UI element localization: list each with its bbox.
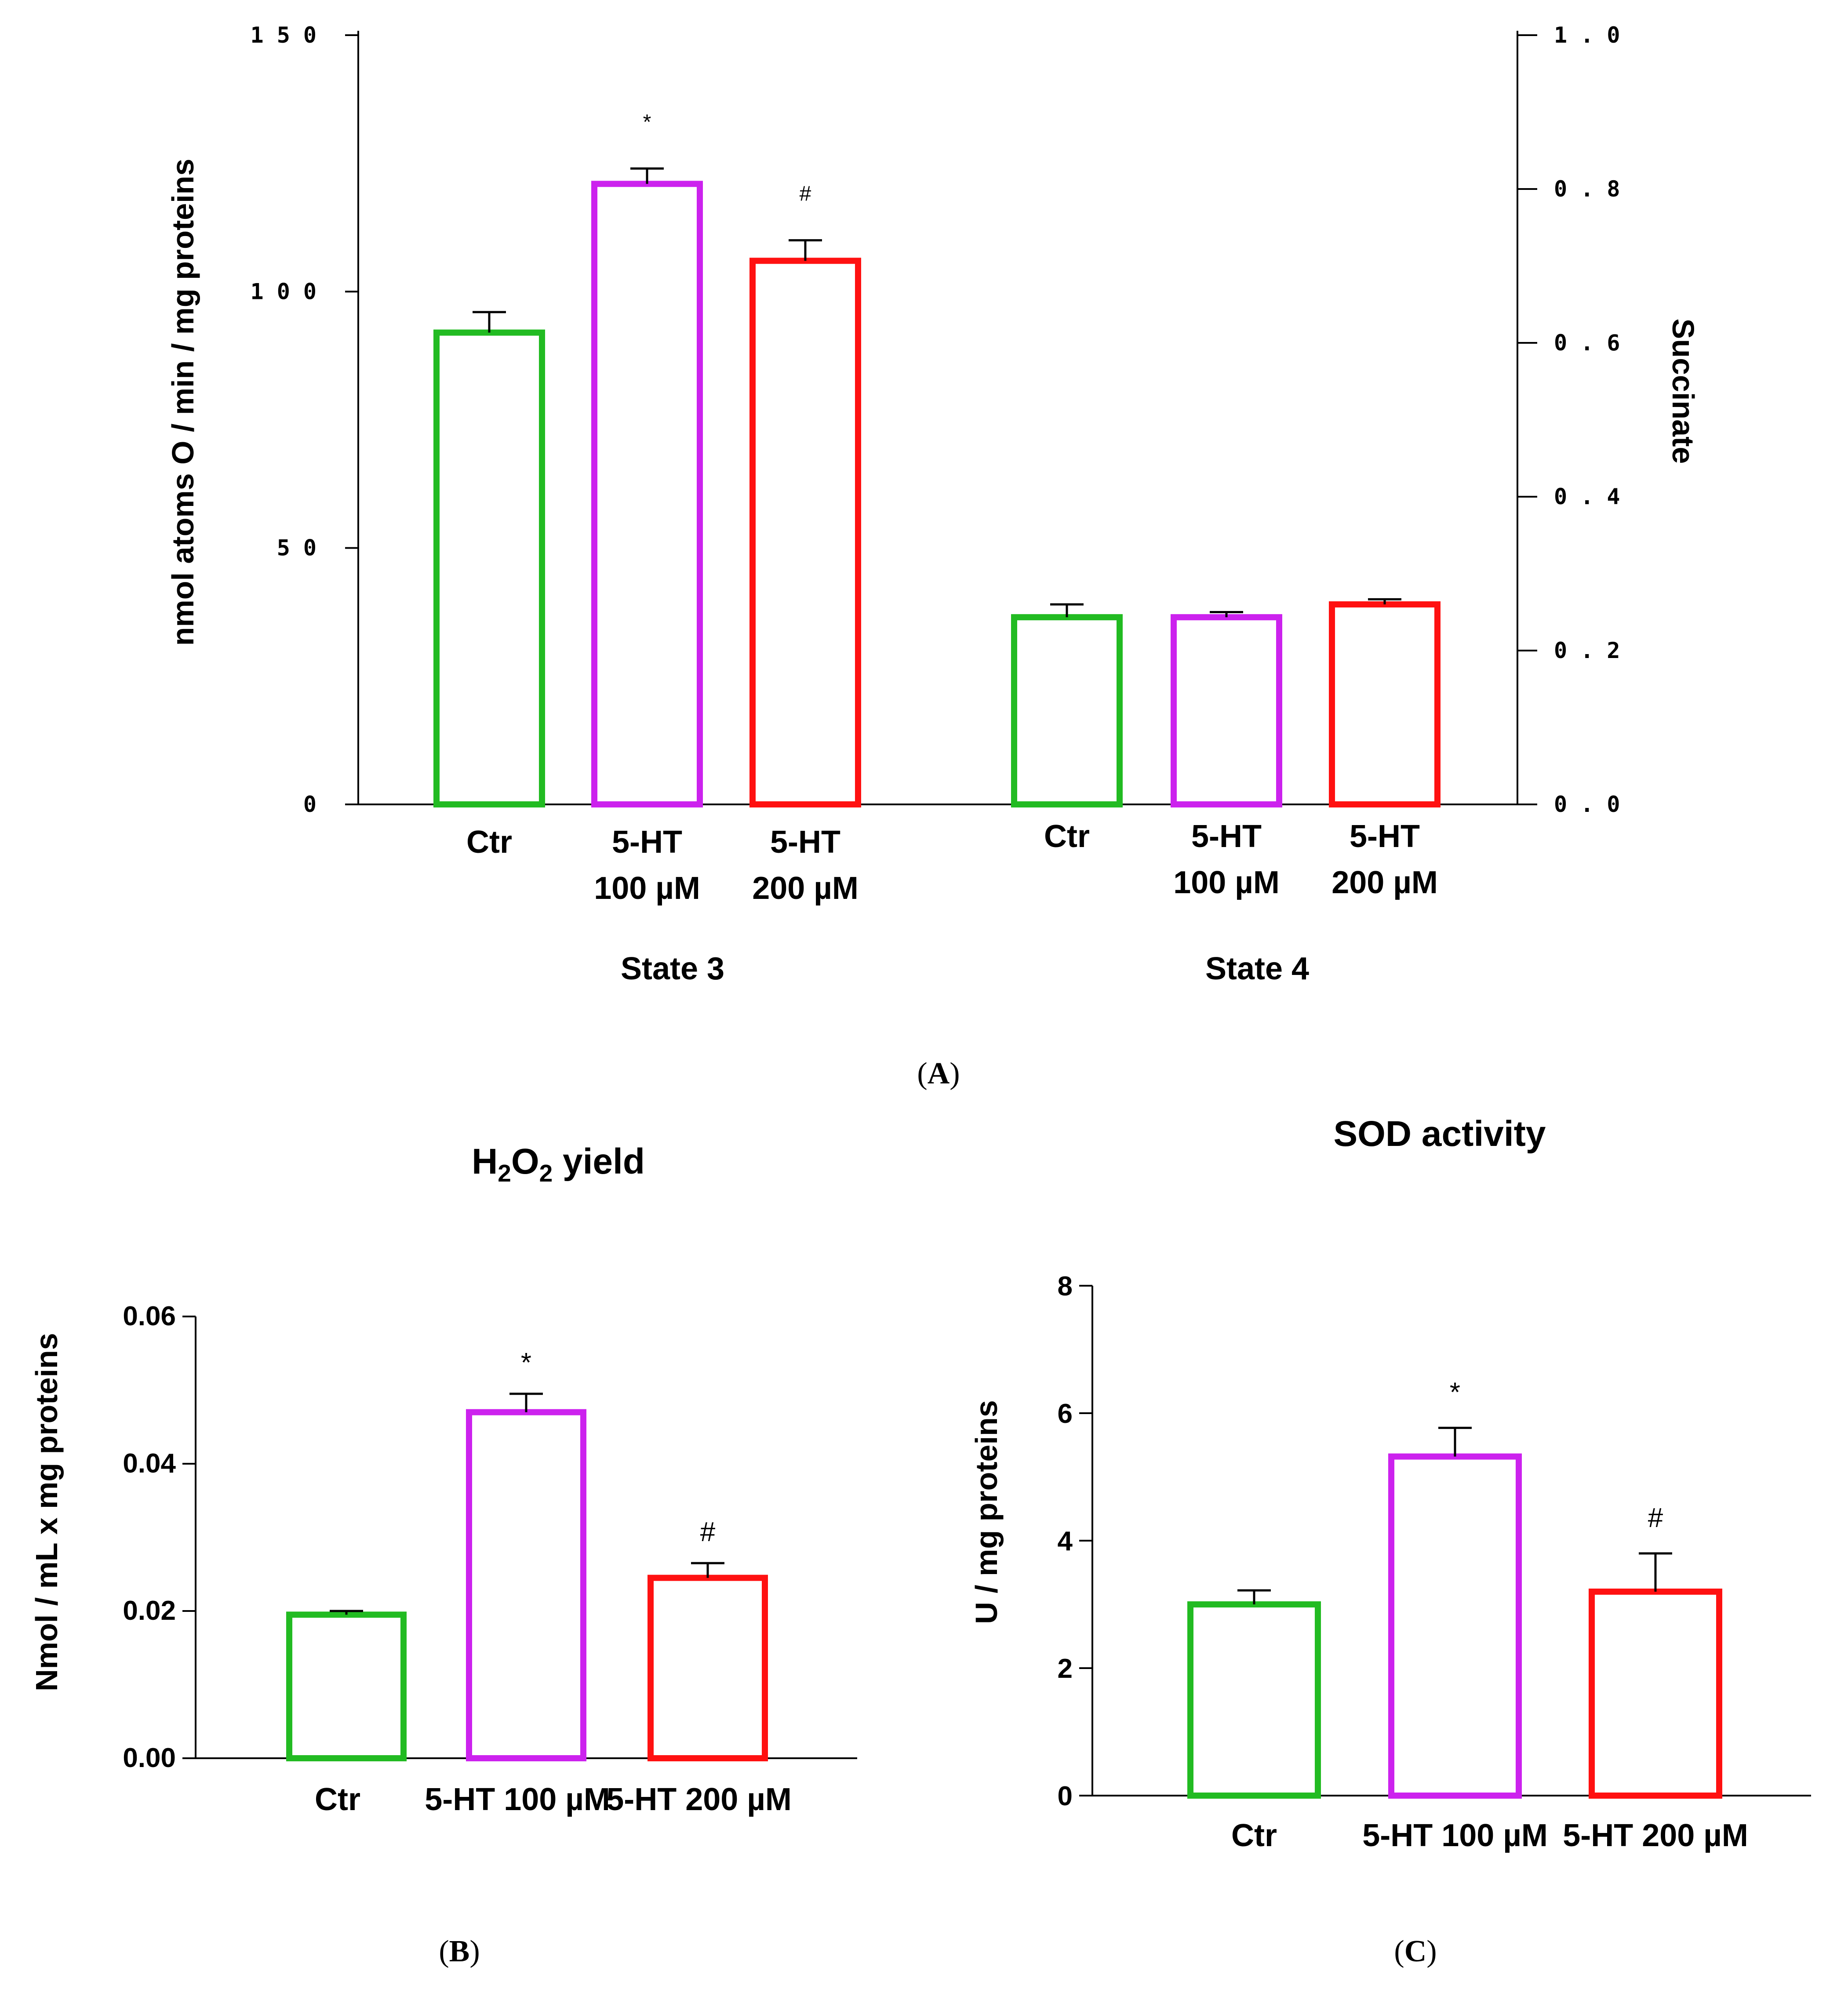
panel-a-group-label-state3: State 3 xyxy=(621,951,724,986)
panel-c-y-tick-label: 6 xyxy=(1058,1399,1073,1429)
panel-a-left-ticks: 0 5 0 1 0 0 1 5 0 xyxy=(250,22,358,817)
panel-b-y-axis-label: Nmol / mL x mg proteins xyxy=(29,1333,64,1691)
panel-c-caption: (C) xyxy=(1394,1935,1437,1968)
panel-b-significance-mark: * xyxy=(521,1348,531,1378)
panel-b-caption: (B) xyxy=(439,1935,480,1968)
panel-c-y-tick-label: 0 xyxy=(1058,1781,1073,1811)
panel-b-y-ticks: 0.00 0.02 0.04 0.06 xyxy=(123,1301,196,1773)
panel-a-x-label: 5-HT xyxy=(1191,819,1262,854)
panel-c-x-label: 5-HT 100 µM xyxy=(1362,1818,1548,1853)
panel-a-x-label-line2: 100 µM xyxy=(594,871,700,906)
panel-b-y-tick-label: 0.06 xyxy=(123,1301,176,1331)
panel-c-y-tick-label: 8 xyxy=(1058,1271,1073,1302)
panel-a-x-label: Ctr xyxy=(466,825,512,860)
panel-a-state4-1-bar xyxy=(1171,614,1282,807)
panel-c-y-tick-label: 4 xyxy=(1058,1526,1073,1556)
panel-b-y-tick-label: 0.02 xyxy=(123,1596,176,1626)
panel-b-x-label: 5-HT 200 µM xyxy=(606,1782,792,1817)
panel-c-bars: *# xyxy=(1187,1377,1722,1799)
panel-a-x-label-line2: 200 µM xyxy=(1331,865,1438,900)
panel-a-right-tick-label: 0 . 4 xyxy=(1554,484,1620,509)
panel-a-significance-mark: * xyxy=(643,110,651,134)
panel-a-left-tick-label: 1 0 0 xyxy=(250,279,316,304)
panel-c-significance-mark: # xyxy=(1648,1503,1663,1533)
panel-a-right-axis-label: Succinate xyxy=(1666,319,1700,464)
panel-a-caption: (A) xyxy=(917,1057,960,1091)
panel-a-right-tick-label: 0 . 0 xyxy=(1554,792,1620,817)
panel-b-1-bar xyxy=(466,1409,586,1761)
panel-a-group-label-state4: State 4 xyxy=(1205,951,1309,986)
panel-b-bars: *# xyxy=(286,1348,768,1761)
panel-c-x-label: 5-HT 200 µM xyxy=(1563,1818,1748,1853)
panel-b-x-label: Ctr xyxy=(315,1782,360,1817)
panel-c-1-bar xyxy=(1388,1453,1522,1799)
panel-c-x-label: Ctr xyxy=(1231,1818,1277,1853)
panel-a-state4-2-bar xyxy=(1329,601,1441,807)
panel-b-title: H2O2 yield xyxy=(472,1142,645,1187)
panel-c-0-bar xyxy=(1187,1601,1321,1799)
panel-b-y-tick-label: 0.04 xyxy=(123,1448,176,1479)
panel-a-y-axis-label: nmol atoms O / min / mg proteins xyxy=(166,159,200,646)
panel-a-state3-0-bar xyxy=(433,329,545,808)
panel-a-right-tick-label: 0 . 2 xyxy=(1554,638,1620,663)
panel-b-x-labels: Ctr 5-HT 100 µM5-HT 200 µM xyxy=(315,1782,792,1817)
panel-a-right-tick-label: 0 . 6 xyxy=(1554,330,1620,356)
panel-b-significance-mark: # xyxy=(700,1517,716,1547)
panel-a-x-label: 5-HT xyxy=(1350,819,1420,854)
panel-a-left-tick-label: 5 0 xyxy=(277,535,316,561)
panel-c-x-labels: Ctr 5-HT 100 µM 5-HT 200 µM xyxy=(1231,1818,1748,1853)
panel-c-title: SOD activity xyxy=(1333,1114,1546,1154)
panel-a-significance-mark: # xyxy=(800,182,811,206)
panel-c-significance-mark: * xyxy=(1450,1377,1460,1407)
panel-a-state4-0-bar xyxy=(1011,614,1123,807)
panel-a-right-ticks: 0 . 0 0 . 2 0 . 4 0 . 6 0 . 8 1 . 0 xyxy=(1517,22,1620,817)
panel-a-bars: *# xyxy=(433,110,1441,808)
panel-a-x-label-line2: 200 µM xyxy=(752,871,859,906)
panel-a-right-tick-label: 1 . 0 xyxy=(1554,22,1620,48)
panel-a-x-labels: Ctr 5-HT 100 µM 5-HT 200 µM Ctr 5-HT 100 µM 5-HT… xyxy=(466,819,1438,906)
panel-c-2-bar xyxy=(1589,1589,1722,1799)
panel-b-y-tick-label: 0.00 xyxy=(123,1743,176,1773)
panel-b-0-bar xyxy=(286,1611,407,1761)
panel-c-y-axis-label: U / mg proteins xyxy=(969,1400,1004,1624)
panel-a-x-label: Ctr xyxy=(1044,819,1090,854)
panel-c-y-ticks: 0 2 4 6 8 xyxy=(1058,1271,1092,1811)
panel-a-x-label: 5-HT xyxy=(770,825,840,860)
panel-b-2-bar xyxy=(648,1575,768,1761)
panel-a-chart: 0 5 0 1 0 0 1 5 0 0 . 0 0 . 2 0 . 4 0 . 6 0 . 8… xyxy=(166,22,1700,1091)
panel-a-state3-2-bar xyxy=(749,258,861,807)
panel-a-left-tick-label: 1 5 0 xyxy=(250,22,316,48)
panel-b-x-label: 5-HT 100 µM xyxy=(425,1782,610,1817)
panel-a-right-tick-label: 0 . 8 xyxy=(1554,176,1620,202)
panel-a-left-tick-label: 0 xyxy=(303,792,316,817)
panel-b-chart: H2O2 yield 0.000.020.040.06 *# Ctr 5-HT 1… xyxy=(29,1142,857,1968)
panel-a-x-label: 5-HT xyxy=(612,825,682,860)
panel-c-y-tick-label: 2 xyxy=(1058,1654,1073,1684)
panel-a-state3-1-bar xyxy=(591,181,703,807)
panel-a-x-label-line2: 100 µM xyxy=(1173,865,1280,900)
